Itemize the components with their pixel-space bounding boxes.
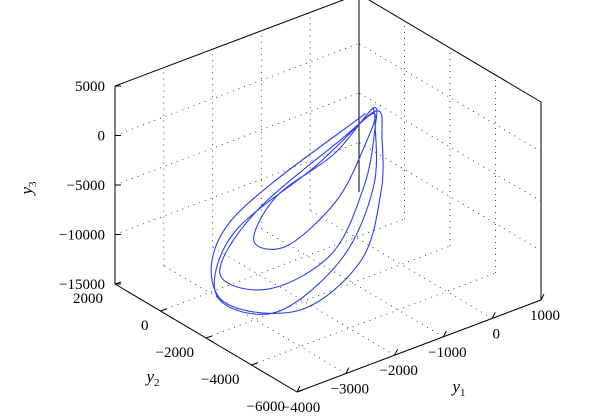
grid-line — [212, 246, 395, 356]
grid-line — [160, 218, 405, 312]
tick-labels: −4000−3000−2000−100001000−6000−4000−2000… — [59, 79, 560, 416]
x-tick — [394, 348, 399, 356]
grid-lines — [114, 12, 542, 374]
x-tick — [296, 385, 301, 393]
y-tick — [296, 389, 304, 393]
x-axis-line — [296, 299, 542, 393]
x-tick-label: −1000 — [428, 345, 466, 361]
z-axis-label: y3 — [17, 181, 39, 197]
x-tick — [491, 312, 496, 319]
z-tick-label: −10000 — [59, 228, 105, 244]
x-tick-label: 0 — [492, 326, 500, 342]
x-tick-label: −4000 — [282, 400, 320, 416]
grid-line — [114, 92, 360, 186]
y-tick-label: −4000 — [201, 372, 239, 388]
y-tick — [251, 362, 258, 366]
box-edge-back-top-x — [114, 0, 345, 87]
y-tick — [160, 308, 167, 312]
x-tick-label: −3000 — [331, 382, 369, 398]
grid-line — [114, 43, 360, 136]
y-tick-label: 2000 — [73, 291, 103, 307]
grid-line — [114, 142, 360, 235]
grid-line — [205, 245, 451, 339]
grid-line — [358, 92, 542, 202]
series-line-0 — [210, 107, 384, 315]
y-tick — [205, 335, 213, 339]
x-tick — [345, 367, 350, 374]
z-tick-label: 5000 — [75, 79, 105, 95]
y-axis-label: y2 — [144, 367, 159, 389]
z-tick-label: 0 — [98, 129, 106, 145]
z-tick-label: −5000 — [67, 178, 105, 194]
grid-line — [358, 142, 542, 251]
tick-marks — [114, 85, 545, 393]
y-tick-label: −6000 — [247, 399, 285, 415]
x-tick-label: −2000 — [379, 363, 417, 379]
y-tick-label: −2000 — [156, 345, 194, 361]
x-tick — [442, 330, 447, 338]
box-edge-back-top-y — [368, 0, 542, 103]
x-tick-label: 1000 — [530, 308, 560, 324]
trajectory-series — [210, 107, 384, 315]
z-tick-label: −15000 — [59, 277, 105, 293]
x-axis-label: y1 — [450, 377, 465, 399]
x-tick — [540, 293, 545, 301]
y-tick-label: 0 — [141, 318, 149, 334]
